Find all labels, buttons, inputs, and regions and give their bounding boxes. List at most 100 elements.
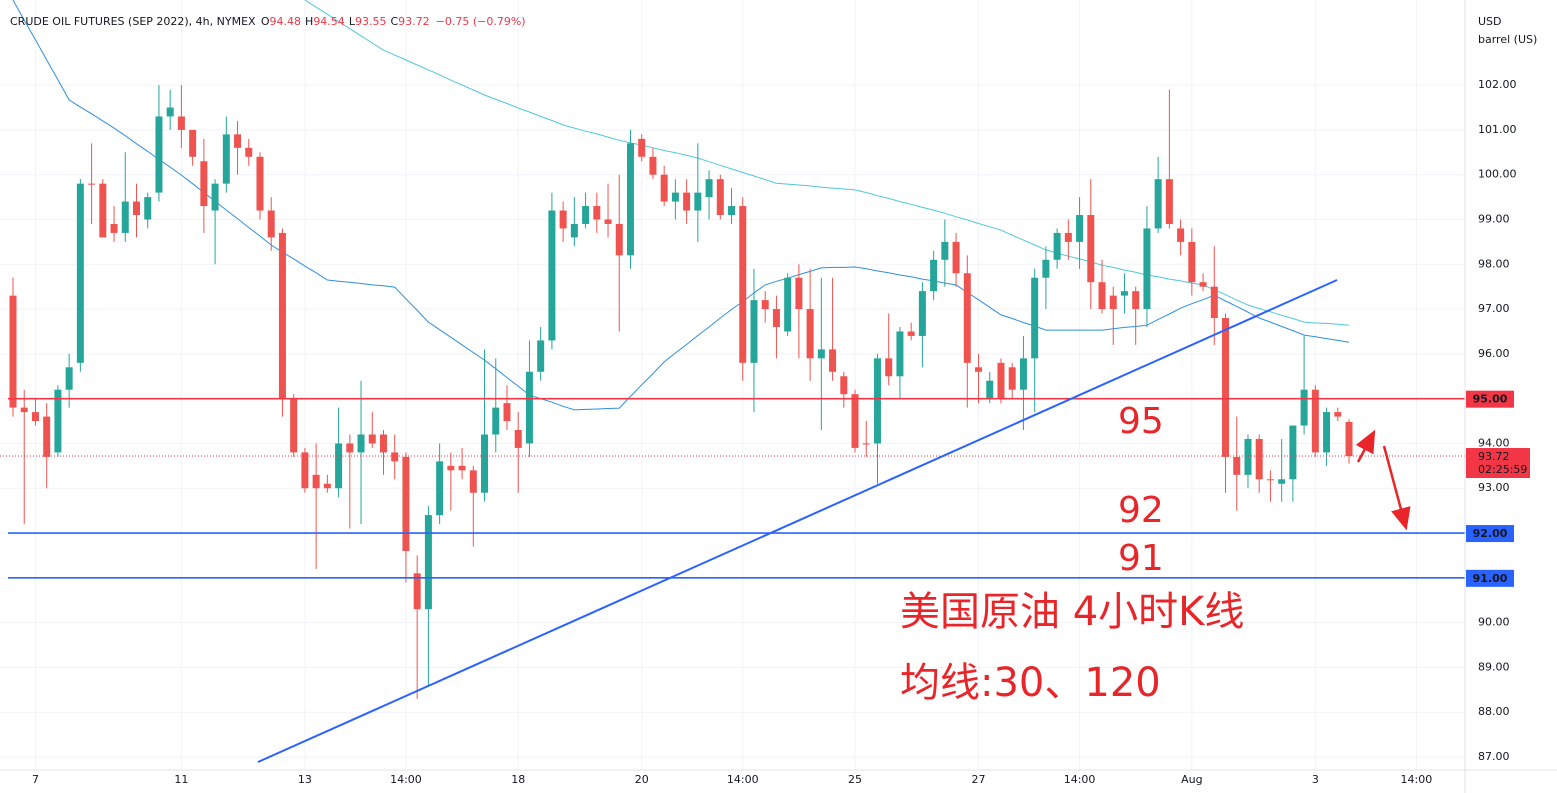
candle-body bbox=[312, 474, 320, 489]
candle-body bbox=[514, 430, 522, 448]
candle-body bbox=[256, 156, 264, 211]
candle-body bbox=[1255, 438, 1263, 480]
candle-body bbox=[795, 277, 803, 310]
x-tick-label: Aug bbox=[1181, 773, 1202, 786]
level-badge bbox=[1466, 569, 1514, 587]
candle-body bbox=[222, 134, 230, 184]
candle-body bbox=[65, 367, 73, 390]
candle-body bbox=[559, 210, 567, 229]
candle-body bbox=[110, 223, 118, 233]
candle-body bbox=[1210, 286, 1218, 319]
candle-body bbox=[1345, 421, 1353, 456]
candle-body bbox=[278, 232, 286, 399]
y-tick-label: 98.00 bbox=[1478, 257, 1510, 270]
candle-body bbox=[593, 206, 601, 220]
candle-body bbox=[1311, 389, 1319, 453]
ohlc-label: L bbox=[349, 15, 356, 28]
candle-body bbox=[525, 371, 533, 444]
candle-body bbox=[436, 461, 444, 516]
annotation: 美国原油 4小时K线 bbox=[900, 589, 1244, 635]
y-tick-label: 87.00 bbox=[1478, 750, 1510, 763]
candle-body bbox=[772, 309, 780, 327]
candle-body bbox=[1177, 228, 1185, 242]
y-tick-label: 93.00 bbox=[1478, 481, 1510, 494]
candle-body bbox=[840, 376, 848, 395]
y-tick-label: 96.00 bbox=[1478, 347, 1510, 360]
ohlc-value: 93.72 bbox=[398, 15, 430, 28]
candle-body bbox=[447, 465, 455, 471]
moving-average bbox=[304, 0, 1350, 326]
ohlc-value: 94.54 bbox=[313, 15, 345, 28]
candle-body bbox=[1289, 425, 1297, 480]
y-tick-label: 99.00 bbox=[1478, 212, 1510, 225]
ohlc-label: H bbox=[305, 15, 313, 28]
candle-body bbox=[986, 380, 994, 399]
candle-body bbox=[458, 465, 466, 471]
candle-body bbox=[604, 219, 612, 224]
candle-body bbox=[481, 434, 489, 493]
candle-body bbox=[503, 403, 511, 422]
candle-body bbox=[862, 443, 870, 445]
level-badge bbox=[1466, 390, 1514, 408]
candle-body bbox=[1334, 412, 1342, 417]
level-label: 95.00 bbox=[1473, 393, 1508, 406]
annotation: 95 bbox=[1118, 401, 1164, 442]
candle-body bbox=[907, 331, 915, 336]
arrow bbox=[1355, 429, 1376, 463]
candle-body bbox=[1300, 389, 1308, 426]
candle-body bbox=[1064, 232, 1072, 242]
candle-body bbox=[492, 407, 500, 435]
candle-body bbox=[784, 277, 792, 332]
y-tick-label: 88.00 bbox=[1478, 705, 1510, 718]
candle-body bbox=[166, 107, 174, 117]
candle-body bbox=[54, 389, 62, 453]
x-tick-label: 7 bbox=[32, 773, 39, 786]
annotation: 92 bbox=[1118, 490, 1164, 531]
candle-body bbox=[335, 443, 343, 489]
candle-body bbox=[941, 241, 949, 260]
countdown: 02:25:59 bbox=[1478, 463, 1527, 476]
candle-body bbox=[9, 295, 17, 408]
candle-body bbox=[132, 201, 140, 216]
grid bbox=[0, 0, 1465, 770]
level-badge bbox=[1466, 525, 1514, 543]
candle-body bbox=[1323, 412, 1331, 453]
candle-body bbox=[873, 358, 881, 444]
candle-body bbox=[469, 470, 477, 493]
candle-body bbox=[705, 179, 713, 198]
y-tick-label: 94.00 bbox=[1478, 436, 1510, 449]
y-tick-label: 89.00 bbox=[1478, 660, 1510, 673]
candle-body bbox=[626, 143, 634, 256]
candle-body bbox=[290, 398, 298, 453]
candle-body bbox=[683, 192, 691, 211]
candle-body bbox=[1278, 479, 1286, 484]
candle-body bbox=[1165, 179, 1173, 224]
candle-body bbox=[761, 300, 769, 310]
candle-body bbox=[952, 241, 960, 274]
candle-body bbox=[1132, 291, 1140, 310]
candle-body bbox=[582, 206, 590, 224]
candle-body bbox=[537, 340, 545, 372]
candle-body bbox=[1143, 228, 1151, 310]
ohlc-label: O bbox=[261, 15, 270, 28]
y-tick-label: 101.00 bbox=[1478, 123, 1517, 136]
level-label: 92.00 bbox=[1473, 527, 1508, 540]
candle-body bbox=[368, 434, 376, 444]
candle-body bbox=[997, 362, 1005, 399]
x-tick-label: 14:00 bbox=[1064, 773, 1096, 786]
y-tick-label: 100.00 bbox=[1478, 168, 1517, 181]
candle-body bbox=[660, 174, 668, 202]
ohlc-value: 94.48 bbox=[270, 15, 302, 28]
unit: barrel (US) bbox=[1478, 33, 1537, 46]
candle-body bbox=[1222, 318, 1230, 457]
candle-body bbox=[1266, 479, 1274, 481]
candle-body bbox=[1008, 367, 1016, 390]
annotation: 均线:30、120 bbox=[900, 660, 1161, 706]
last-price-label: 93.72 bbox=[1478, 450, 1510, 463]
symbol: CRUDE OIL FUTURES (SEP 2022), 4h, NYMEX bbox=[10, 15, 256, 28]
candle-body bbox=[121, 201, 129, 233]
candle-body bbox=[1120, 291, 1128, 296]
candle-body bbox=[694, 192, 702, 211]
candle-body bbox=[548, 210, 556, 341]
